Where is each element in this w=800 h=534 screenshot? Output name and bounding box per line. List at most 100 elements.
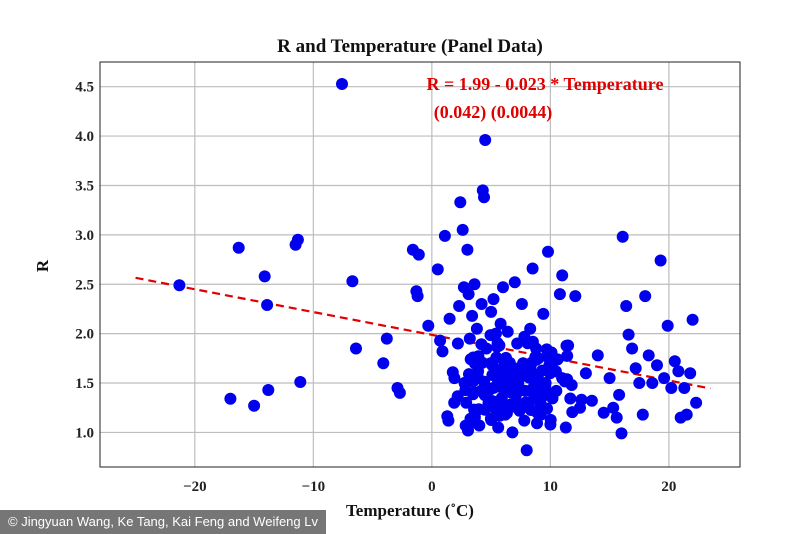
data-point — [482, 397, 495, 410]
data-point — [597, 406, 610, 419]
data-point — [478, 382, 491, 395]
legend-marker — [336, 78, 348, 90]
data-point — [431, 263, 444, 276]
data-point — [459, 384, 472, 397]
data-point — [665, 382, 678, 394]
data-point — [497, 281, 509, 294]
data-point — [579, 367, 592, 380]
data-point — [616, 230, 629, 243]
data-point — [560, 339, 573, 352]
data-point — [575, 393, 588, 406]
y-axis-label: R — [33, 259, 52, 272]
data-point — [434, 334, 447, 347]
data-point — [668, 355, 681, 368]
data-point — [461, 243, 474, 256]
tick-labels: −20 −10 0 10 20 1.0 1.5 2.0 2.5 3.0 3.5 4.0 4.5 — [75, 80, 676, 495]
data-point — [485, 305, 498, 318]
data-point — [346, 275, 359, 288]
data-point — [470, 322, 483, 335]
data-point — [466, 309, 479, 322]
data-point — [620, 300, 633, 312]
data-point — [232, 241, 245, 254]
data-point — [479, 134, 492, 146]
data-points — [173, 134, 703, 457]
x-axis-label: Temperature (˚C) — [346, 501, 474, 520]
data-point — [494, 317, 507, 330]
data-point — [478, 191, 490, 204]
x-tick-label: 10 — [543, 479, 558, 495]
data-point — [639, 290, 652, 303]
data-point — [672, 365, 685, 378]
grid-lines — [100, 62, 740, 467]
data-point — [495, 363, 508, 375]
data-point — [524, 404, 537, 416]
data-point — [173, 279, 186, 292]
data-point — [511, 402, 524, 415]
data-point — [484, 412, 497, 425]
regression-equation: R = 1.99 - 0.023 * Temperature — [427, 74, 664, 94]
y-tick-label: 4.0 — [75, 129, 94, 145]
data-point — [528, 390, 541, 403]
data-point — [613, 388, 626, 401]
data-point — [487, 293, 500, 306]
data-point — [377, 357, 390, 370]
data-point — [380, 332, 393, 345]
data-point — [508, 276, 521, 289]
data-point — [500, 351, 512, 364]
data-point — [651, 359, 663, 372]
photo-credit: © Jingyuan Wang, Ke Tang, Kai Feng and W… — [0, 510, 326, 534]
data-point — [484, 329, 497, 342]
data-point — [544, 413, 557, 426]
data-point — [516, 366, 528, 379]
data-point — [393, 386, 406, 399]
data-point — [515, 298, 528, 310]
fit-line-group — [135, 276, 711, 390]
data-point — [530, 368, 543, 381]
data-point — [468, 278, 481, 291]
data-point — [501, 325, 514, 338]
data-point — [561, 349, 574, 362]
data-point — [350, 342, 362, 355]
data-point — [636, 408, 649, 421]
data-point — [524, 359, 537, 372]
data-point — [492, 421, 505, 434]
data-point — [626, 342, 639, 355]
y-tick-label: 1.5 — [75, 376, 94, 392]
data-point — [463, 332, 476, 345]
y-tick-label: 3.5 — [75, 178, 94, 194]
data-point — [509, 387, 522, 400]
x-tick-label: −20 — [183, 479, 207, 495]
x-tick-label: 20 — [661, 479, 676, 495]
x-tick-label: −10 — [302, 479, 326, 495]
data-point — [475, 338, 488, 351]
y-tick-label: 3.0 — [75, 228, 94, 244]
y-tick-label: 2.0 — [75, 327, 94, 343]
data-point — [248, 399, 261, 412]
data-point — [622, 328, 635, 341]
data-point — [436, 345, 449, 358]
data-point — [487, 381, 500, 394]
data-point — [615, 427, 628, 440]
data-point — [558, 375, 571, 388]
data-point — [506, 426, 519, 439]
data-point — [453, 300, 466, 312]
data-point — [438, 229, 451, 242]
data-point — [454, 196, 467, 209]
x-tick-label: 0 — [428, 479, 436, 495]
data-point — [294, 376, 307, 388]
data-point — [472, 350, 485, 363]
data-point — [521, 337, 534, 350]
data-point — [603, 372, 616, 385]
data-point — [556, 269, 569, 282]
data-point — [661, 319, 674, 332]
data-point — [690, 396, 703, 409]
data-point — [526, 262, 539, 275]
y-tick-label: 2.5 — [75, 277, 94, 293]
data-point — [591, 349, 604, 362]
data-point — [441, 410, 454, 423]
chart-title: R and Temperature (Panel Data) — [277, 36, 543, 57]
data-point — [607, 401, 620, 414]
data-point — [459, 419, 472, 432]
data-point — [566, 406, 579, 419]
data-point — [518, 414, 531, 427]
